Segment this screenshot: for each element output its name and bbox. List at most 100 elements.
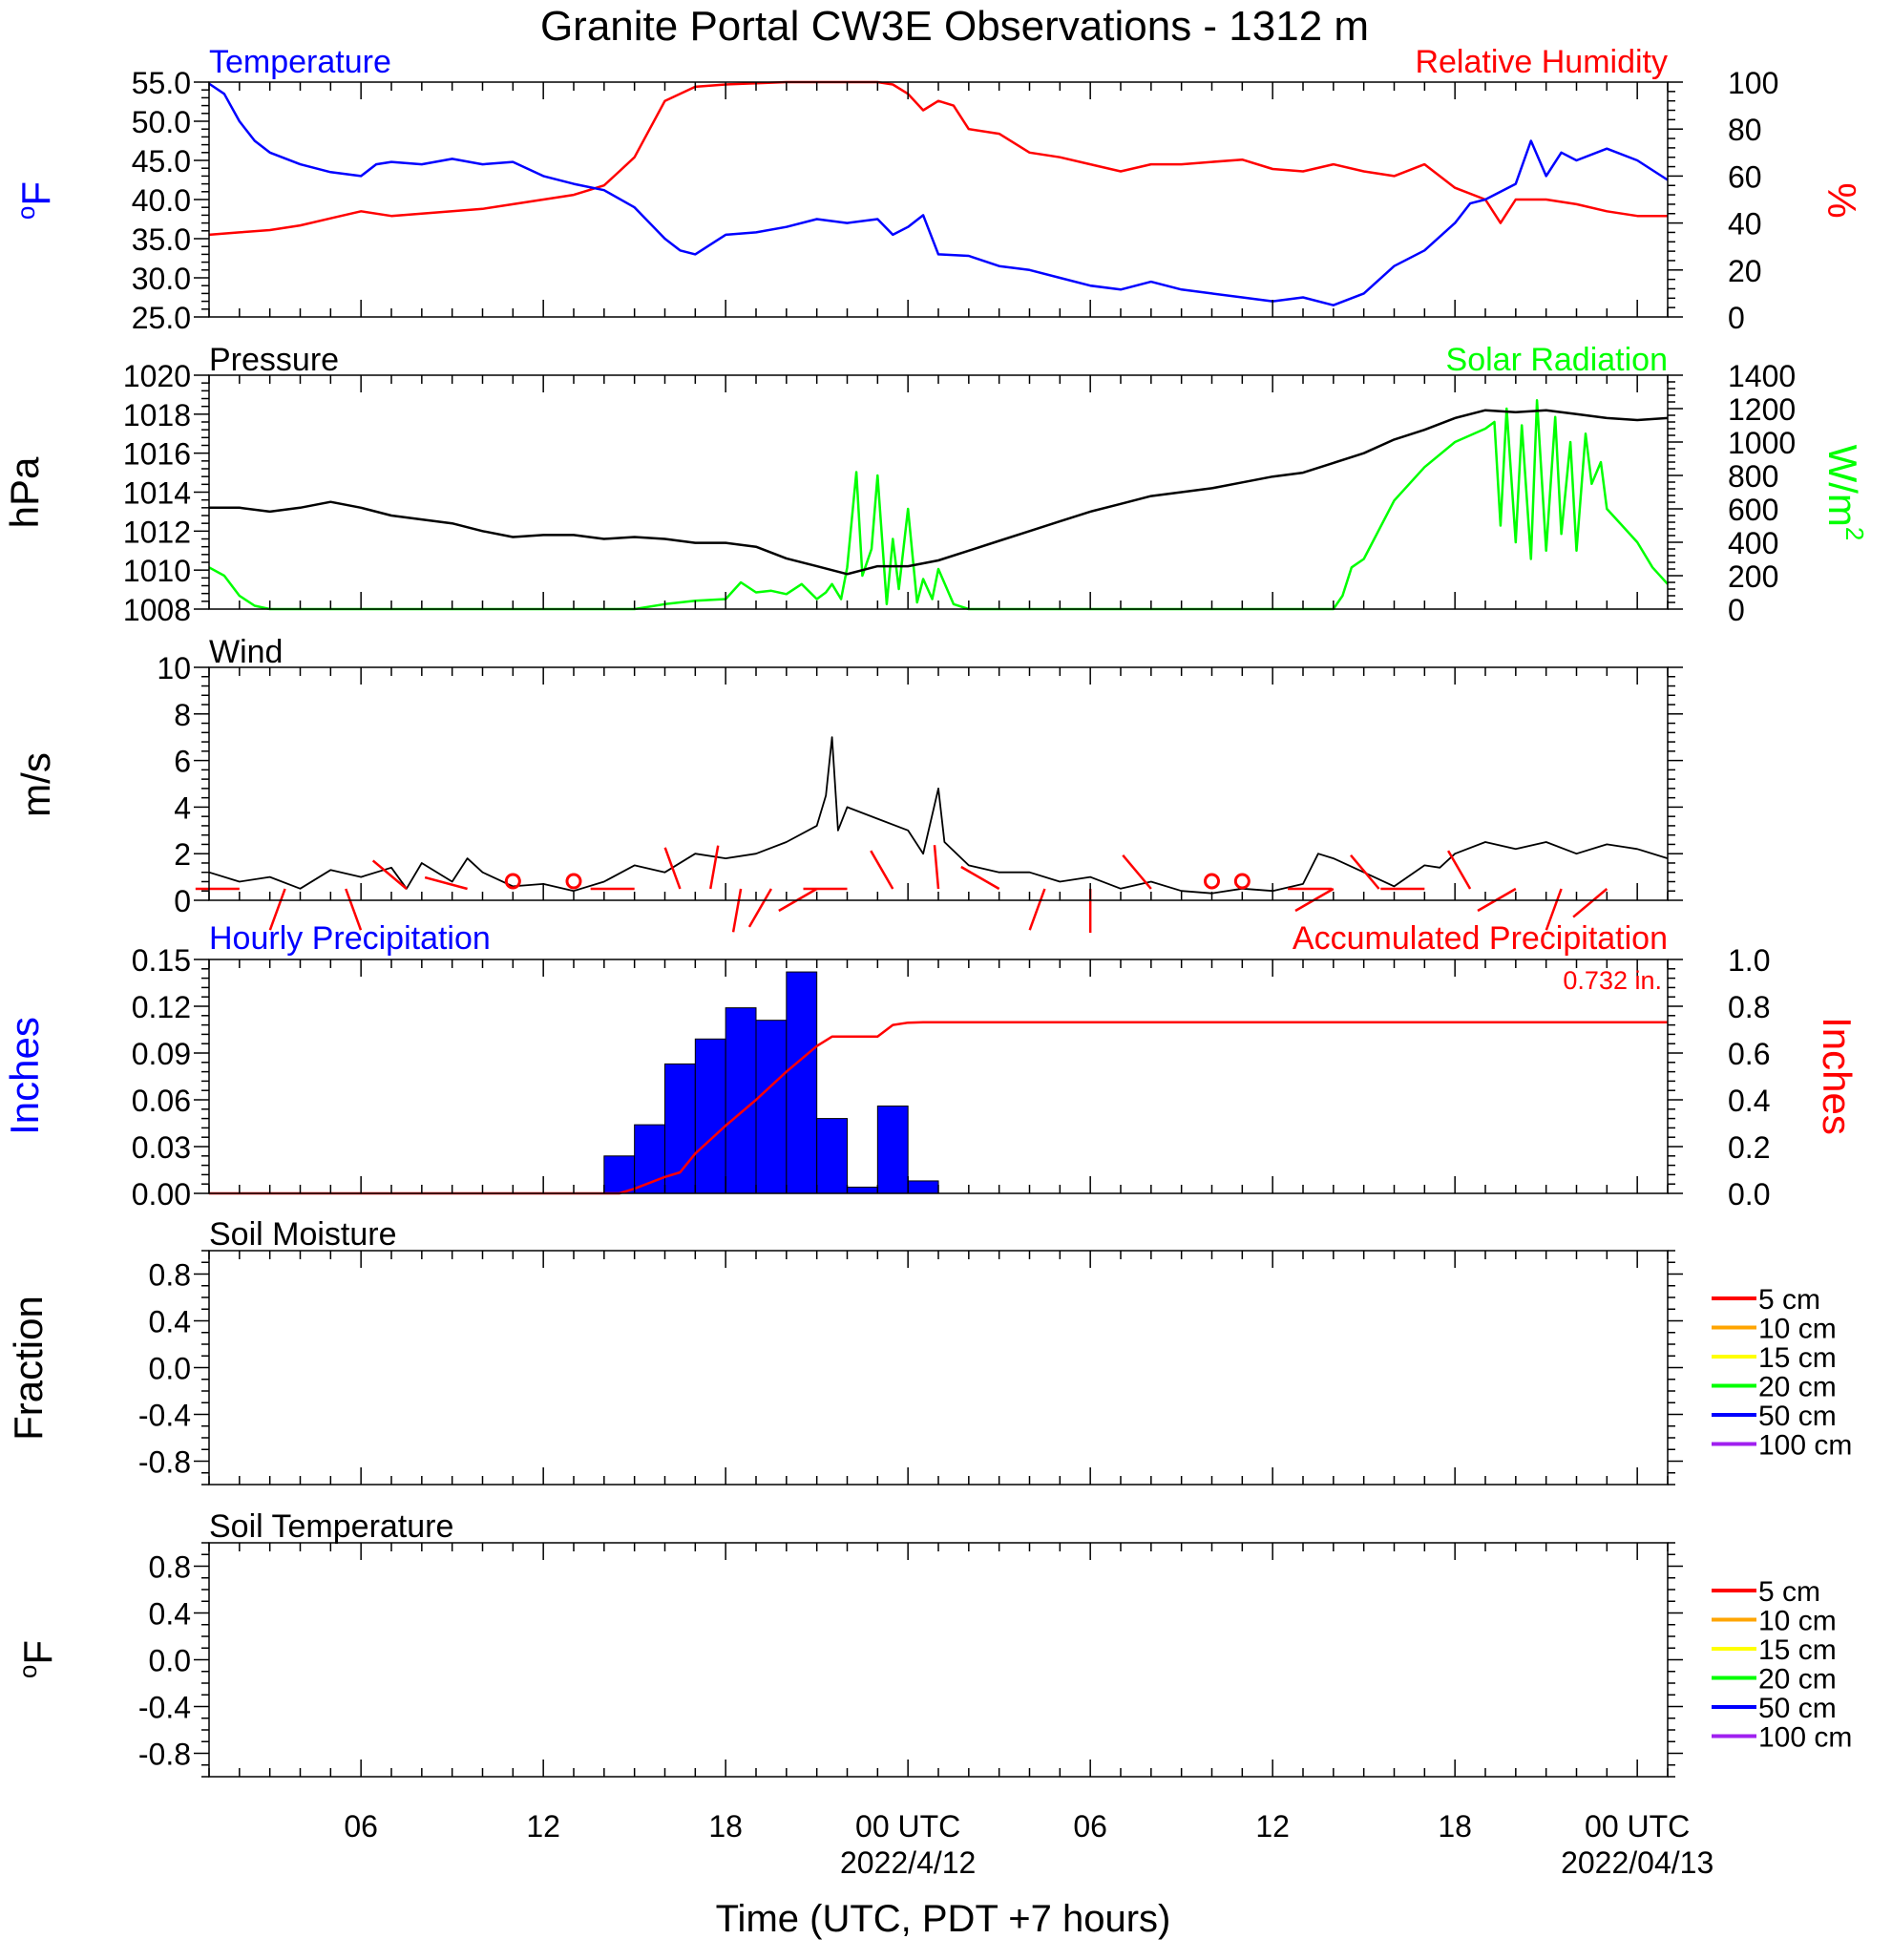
soil-temp-title: Soil Temperature bbox=[209, 1508, 453, 1545]
x-tick-label: 00 UTC bbox=[855, 1809, 960, 1844]
soil-moisture-tick-label: 0.4 bbox=[149, 1305, 191, 1339]
soil-temp-tick-label: -0.8 bbox=[138, 1738, 191, 1772]
rh-tick-label: 40 bbox=[1728, 207, 1762, 242]
wind-barb bbox=[1028, 888, 1046, 931]
x-tick-label: 18 bbox=[708, 1809, 743, 1844]
pressure-tick-label: 1008 bbox=[123, 593, 191, 627]
humidity-line bbox=[208, 80, 1668, 237]
hourly-precip-tick-label: 0.06 bbox=[132, 1084, 191, 1118]
hourly-precip-bar bbox=[755, 1020, 788, 1194]
legend-label: 5 cm bbox=[1758, 1576, 1820, 1608]
hourly-precip-tick-label: 0.15 bbox=[132, 943, 191, 978]
soil-moisture-unit-label: Fraction bbox=[6, 1296, 51, 1441]
wind-barb bbox=[1545, 888, 1563, 931]
accum-precip-tick-label: 0.6 bbox=[1728, 1037, 1770, 1071]
temp-unit-label: oF bbox=[11, 181, 58, 220]
wind-barb bbox=[1350, 854, 1380, 890]
solar-tick-label: 1200 bbox=[1728, 392, 1796, 427]
soil-moisture-title: Soil Moisture bbox=[209, 1216, 397, 1253]
rh-unit-label: % bbox=[1819, 182, 1864, 218]
temp-tick-label: 30.0 bbox=[132, 262, 191, 296]
accum-precip-total: 0.732 in. bbox=[1563, 966, 1662, 995]
hourly-precip-bar bbox=[664, 1063, 696, 1194]
wind-tick-label: 10 bbox=[157, 651, 191, 685]
solar-unit-label: W/m2 bbox=[1820, 445, 1869, 541]
soil-moisture-frame bbox=[208, 1250, 1669, 1486]
wind-speed-line bbox=[208, 736, 1669, 895]
pressure-title: Pressure bbox=[209, 342, 339, 378]
wind-frame bbox=[208, 666, 1669, 901]
rh-tick-label: 80 bbox=[1728, 113, 1762, 147]
wind-tick-label: 6 bbox=[174, 745, 191, 779]
hourly-precip-tick-label: 0.12 bbox=[132, 990, 191, 1024]
hourly-precip-tick-label: 0.03 bbox=[132, 1130, 191, 1165]
solar-tick-label: 200 bbox=[1728, 559, 1778, 594]
soil-temp-unit-label: oF bbox=[13, 1640, 60, 1678]
solar-title: Solar Radiation bbox=[1446, 342, 1668, 378]
pressure-tick-label: 1018 bbox=[123, 398, 191, 432]
wind-barb bbox=[747, 888, 772, 928]
pressure-line bbox=[209, 409, 1669, 576]
wind-barb bbox=[933, 845, 940, 890]
solar-tick-label: 1400 bbox=[1728, 359, 1796, 393]
legend-label: 100 cm bbox=[1758, 1722, 1852, 1754]
legend-label: 15 cm bbox=[1758, 1634, 1837, 1666]
hourly-precip-bar bbox=[694, 1038, 726, 1194]
legend-label: 100 cm bbox=[1758, 1430, 1852, 1462]
temp-tick-label: 45.0 bbox=[132, 144, 191, 179]
degf-label-text: oF bbox=[11, 181, 58, 220]
wind-tick-label: 0 bbox=[174, 884, 191, 918]
soil-temp-tick-label: 0.4 bbox=[149, 1597, 191, 1632]
legend-label: 10 cm bbox=[1758, 1314, 1837, 1345]
accum-precip-tick-label: 0.0 bbox=[1728, 1177, 1770, 1212]
wind-barb bbox=[1447, 850, 1472, 890]
calm-wind-circle bbox=[1233, 873, 1251, 890]
rh-tick-label: 20 bbox=[1728, 254, 1762, 288]
temp-rh-frame bbox=[208, 81, 1669, 318]
soil-temp-frame bbox=[208, 1542, 1669, 1778]
legend-label: 50 cm bbox=[1758, 1693, 1837, 1724]
accum-precip-tick-label: 0.4 bbox=[1728, 1084, 1770, 1118]
legend-label: 15 cm bbox=[1758, 1342, 1837, 1374]
accum-precip-tick-label: 1.0 bbox=[1728, 943, 1770, 978]
wind-barb bbox=[268, 888, 286, 931]
hourly-precip-tick-label: 0.09 bbox=[132, 1037, 191, 1071]
temp-tick-label: 40.0 bbox=[132, 183, 191, 218]
wind-barb bbox=[1122, 854, 1152, 890]
temp-tick-label: 50.0 bbox=[132, 105, 191, 139]
hourly-precip-bar bbox=[876, 1106, 909, 1194]
rh-tick-label: 0 bbox=[1728, 301, 1745, 335]
legend-label: 5 cm bbox=[1758, 1284, 1820, 1316]
wind-barb bbox=[345, 888, 363, 931]
hourly-precip-bar bbox=[816, 1118, 849, 1194]
solar-tick-label: 1000 bbox=[1728, 426, 1796, 460]
accum-precip-unit-label: Inches bbox=[1815, 1017, 1860, 1135]
calm-wind-circle bbox=[565, 873, 582, 890]
wind-unit-label: m/s bbox=[13, 752, 58, 817]
soil-moisture-tick-label: 0.0 bbox=[149, 1352, 191, 1386]
soil-temp-tick-label: -0.4 bbox=[138, 1691, 191, 1725]
rh-tick-label: 100 bbox=[1728, 66, 1778, 100]
solar-tick-label: 600 bbox=[1728, 493, 1778, 527]
x-tick-label: 12 bbox=[526, 1809, 560, 1844]
hourly-precip-title: Hourly Precipitation bbox=[209, 920, 491, 957]
temperature-title: Temperature bbox=[209, 44, 391, 80]
pressure-tick-label: 1012 bbox=[123, 515, 191, 549]
accum-precip-tick-label: 0.8 bbox=[1728, 990, 1770, 1024]
chart-title: Granite Portal CW3E Observations - 1312 … bbox=[540, 3, 1369, 50]
solar-tick-label: 800 bbox=[1728, 459, 1778, 494]
pressure-tick-label: 1020 bbox=[123, 359, 191, 393]
hourly-precip-tick-label: 0.00 bbox=[132, 1177, 191, 1212]
solar-unit-text: W/m2 bbox=[1820, 445, 1869, 541]
legend-label: 20 cm bbox=[1758, 1372, 1837, 1403]
solar-tick-label: 0 bbox=[1728, 593, 1745, 627]
solar-tick-label: 400 bbox=[1728, 526, 1778, 560]
wind-tick-label: 2 bbox=[174, 837, 191, 872]
accum-precip-title: Accumulated Precipitation bbox=[1293, 920, 1668, 957]
pressure-tick-label: 1016 bbox=[123, 437, 191, 472]
hourly-precip-bar bbox=[603, 1155, 636, 1194]
legend-label: 50 cm bbox=[1758, 1401, 1837, 1432]
hourly-precip-unit-label: Inches bbox=[2, 1017, 47, 1135]
